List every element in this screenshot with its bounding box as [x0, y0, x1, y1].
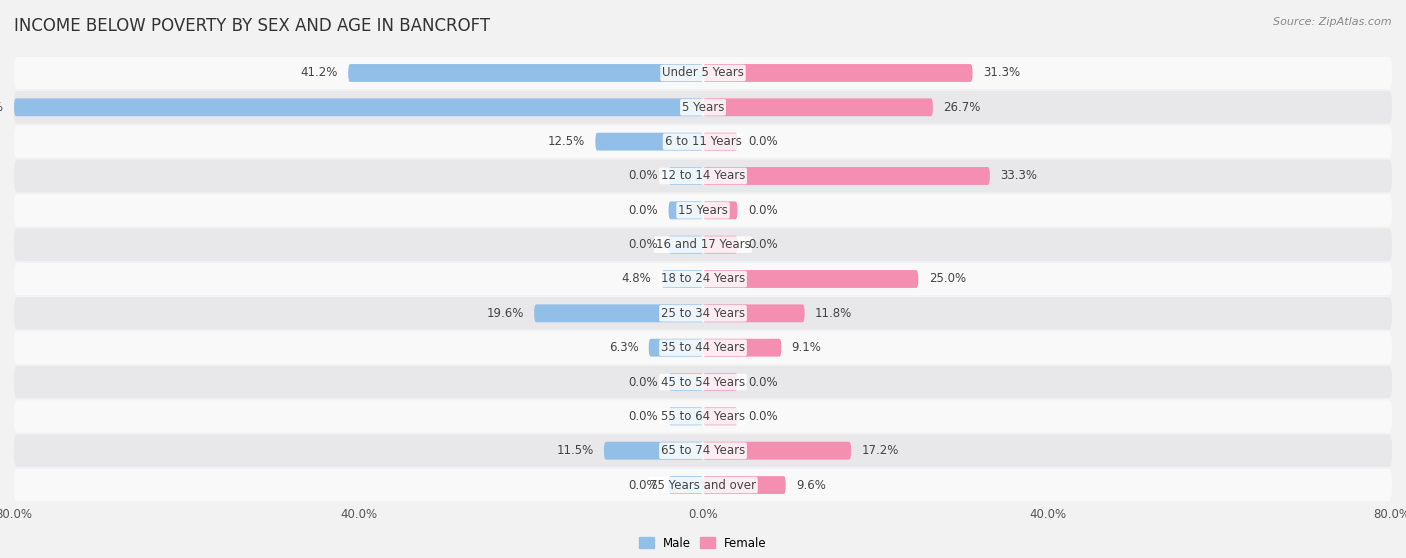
FancyBboxPatch shape [669, 201, 703, 219]
Text: 19.6%: 19.6% [486, 307, 524, 320]
FancyBboxPatch shape [14, 469, 1392, 501]
FancyBboxPatch shape [14, 194, 1392, 227]
Text: 9.6%: 9.6% [796, 479, 825, 492]
Text: 18 to 24 Years: 18 to 24 Years [661, 272, 745, 286]
Text: 11.5%: 11.5% [557, 444, 593, 457]
FancyBboxPatch shape [14, 435, 1392, 467]
Text: 12.5%: 12.5% [548, 135, 585, 148]
FancyBboxPatch shape [14, 297, 1392, 329]
FancyBboxPatch shape [703, 270, 918, 288]
Text: 65 to 74 Years: 65 to 74 Years [661, 444, 745, 457]
Text: 6 to 11 Years: 6 to 11 Years [665, 135, 741, 148]
FancyBboxPatch shape [703, 476, 786, 494]
FancyBboxPatch shape [14, 366, 1392, 398]
FancyBboxPatch shape [14, 331, 1392, 364]
Text: 45 to 54 Years: 45 to 54 Years [661, 376, 745, 388]
Text: 41.2%: 41.2% [301, 66, 337, 79]
Text: 5 Years: 5 Years [682, 101, 724, 114]
FancyBboxPatch shape [14, 263, 1392, 295]
Text: 15 Years: 15 Years [678, 204, 728, 217]
Text: 0.0%: 0.0% [748, 204, 778, 217]
Text: 25.0%: 25.0% [928, 272, 966, 286]
FancyBboxPatch shape [703, 167, 990, 185]
Text: 12 to 14 Years: 12 to 14 Years [661, 170, 745, 182]
FancyBboxPatch shape [703, 98, 934, 116]
Text: 0.0%: 0.0% [628, 204, 658, 217]
Text: 11.8%: 11.8% [815, 307, 852, 320]
Text: 0.0%: 0.0% [748, 376, 778, 388]
Text: 31.3%: 31.3% [983, 66, 1019, 79]
Legend: Male, Female: Male, Female [634, 532, 772, 554]
Text: 0.0%: 0.0% [628, 410, 658, 423]
FancyBboxPatch shape [595, 133, 703, 151]
FancyBboxPatch shape [14, 91, 1392, 123]
FancyBboxPatch shape [669, 235, 703, 253]
FancyBboxPatch shape [14, 400, 1392, 432]
FancyBboxPatch shape [703, 407, 738, 425]
FancyBboxPatch shape [14, 126, 1392, 158]
Text: Source: ZipAtlas.com: Source: ZipAtlas.com [1274, 17, 1392, 27]
FancyBboxPatch shape [14, 98, 703, 116]
Text: 9.1%: 9.1% [792, 341, 821, 354]
FancyBboxPatch shape [669, 373, 703, 391]
FancyBboxPatch shape [14, 160, 1392, 192]
FancyBboxPatch shape [703, 235, 738, 253]
Text: INCOME BELOW POVERTY BY SEX AND AGE IN BANCROFT: INCOME BELOW POVERTY BY SEX AND AGE IN B… [14, 17, 491, 35]
FancyBboxPatch shape [703, 442, 851, 460]
Text: 35 to 44 Years: 35 to 44 Years [661, 341, 745, 354]
Text: 0.0%: 0.0% [748, 135, 778, 148]
Text: 6.3%: 6.3% [609, 341, 638, 354]
Text: 55 to 64 Years: 55 to 64 Years [661, 410, 745, 423]
Text: 0.0%: 0.0% [748, 238, 778, 251]
Text: 80.0%: 80.0% [0, 101, 4, 114]
FancyBboxPatch shape [669, 407, 703, 425]
FancyBboxPatch shape [703, 339, 782, 357]
Text: 0.0%: 0.0% [628, 479, 658, 492]
Text: Under 5 Years: Under 5 Years [662, 66, 744, 79]
Text: 0.0%: 0.0% [628, 376, 658, 388]
FancyBboxPatch shape [648, 339, 703, 357]
FancyBboxPatch shape [669, 476, 703, 494]
Text: 4.8%: 4.8% [621, 272, 651, 286]
FancyBboxPatch shape [349, 64, 703, 82]
FancyBboxPatch shape [703, 373, 738, 391]
Text: 17.2%: 17.2% [862, 444, 898, 457]
FancyBboxPatch shape [703, 133, 738, 151]
FancyBboxPatch shape [605, 442, 703, 460]
Text: 26.7%: 26.7% [943, 101, 980, 114]
FancyBboxPatch shape [14, 229, 1392, 261]
FancyBboxPatch shape [534, 305, 703, 323]
FancyBboxPatch shape [669, 167, 703, 185]
Text: 25 to 34 Years: 25 to 34 Years [661, 307, 745, 320]
Text: 16 and 17 Years: 16 and 17 Years [655, 238, 751, 251]
Text: 0.0%: 0.0% [628, 238, 658, 251]
Text: 0.0%: 0.0% [748, 410, 778, 423]
Text: 0.0%: 0.0% [628, 170, 658, 182]
Text: 33.3%: 33.3% [1000, 170, 1038, 182]
FancyBboxPatch shape [662, 270, 703, 288]
Text: 75 Years and over: 75 Years and over [650, 479, 756, 492]
FancyBboxPatch shape [703, 64, 973, 82]
FancyBboxPatch shape [703, 201, 738, 219]
FancyBboxPatch shape [14, 57, 1392, 89]
FancyBboxPatch shape [703, 305, 804, 323]
